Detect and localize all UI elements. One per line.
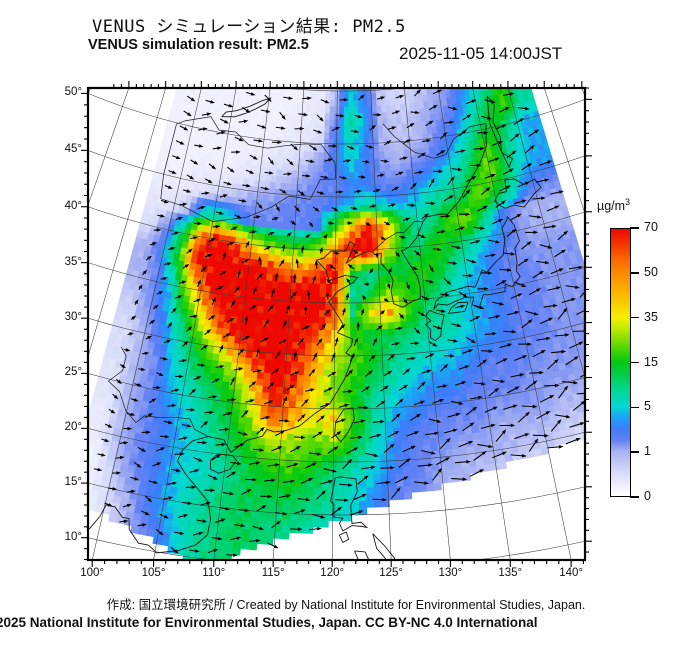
lon-axis-label: 110°	[202, 567, 226, 579]
lon-axis-label: 115°	[261, 567, 285, 579]
lat-axis-label: 45°	[64, 143, 82, 156]
lon-axis-label: 100°	[80, 567, 105, 579]
lon-axis-label: 130°	[438, 567, 463, 579]
lat-axis-label: 30°	[64, 311, 82, 324]
lat-axis-label: 50°	[64, 86, 82, 99]
page-title-english: VENUS simulation result: PM2.5	[88, 37, 309, 53]
lon-axis-label: 140°	[559, 567, 583, 579]
lat-axis-label: 25°	[64, 366, 82, 379]
lon-axis-label: 105°	[141, 567, 166, 579]
lat-axis-label: 10°	[64, 530, 82, 543]
license-line: ©2025 National Institute for Environment…	[0, 615, 538, 630]
lon-axis-label: 125°	[379, 567, 404, 579]
lat-axis-label: 20°	[64, 421, 82, 434]
lon-axis-label: 135°	[498, 567, 523, 579]
lon-axis-label: 120°	[320, 567, 345, 579]
lat-axis-label: 40°	[64, 199, 82, 212]
page-title-japanese: VENUS シミュレーション結果: PM2.5	[92, 17, 406, 37]
lat-axis-label: 15°	[64, 476, 82, 489]
forecast-timestamp: 2025-11-05 14:00JST	[399, 44, 563, 63]
credit-line: 作成: 国立環境研究所 / Created by National Instit…	[106, 598, 586, 612]
lat-axis-label: 35°	[64, 255, 82, 268]
